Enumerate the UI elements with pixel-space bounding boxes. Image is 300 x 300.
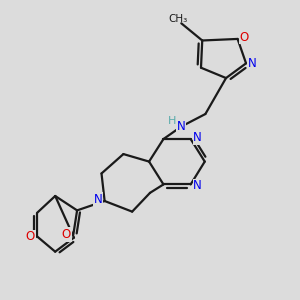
Text: O: O bbox=[239, 31, 248, 44]
Text: N: N bbox=[248, 57, 257, 70]
Text: CH₃: CH₃ bbox=[169, 14, 188, 24]
Text: N: N bbox=[177, 120, 186, 133]
Text: O: O bbox=[62, 228, 71, 241]
Text: N: N bbox=[94, 193, 103, 206]
Text: H: H bbox=[168, 116, 176, 126]
Text: N: N bbox=[193, 179, 202, 193]
Text: O: O bbox=[26, 230, 35, 243]
Text: N: N bbox=[193, 131, 202, 144]
